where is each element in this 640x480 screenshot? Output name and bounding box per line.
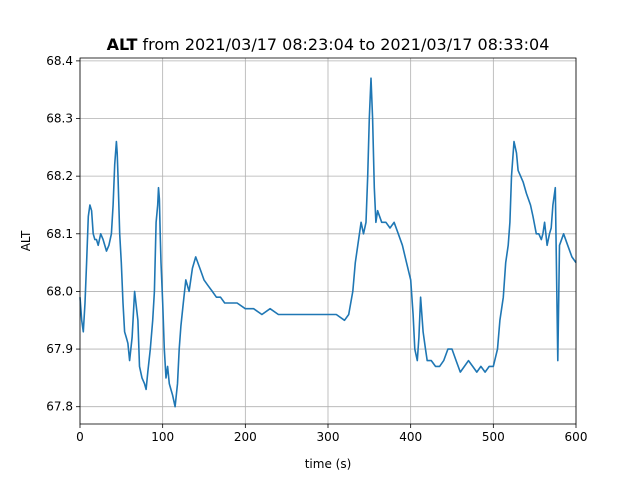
y-tick-label: 67.9 xyxy=(46,342,73,356)
tick-layer: 0 100 200 300 400 500 600 67.8 67.9 68.0 68.1 68.2 6… xyxy=(46,54,587,444)
y-axis-label: ALT xyxy=(19,230,33,251)
x-axis-label: time (s) xyxy=(305,457,352,471)
y-tick-label: 68.1 xyxy=(46,227,73,241)
y-tick-label: 68.0 xyxy=(46,284,73,298)
y-tick-label: 68.4 xyxy=(46,54,73,68)
x-tick-label: 300 xyxy=(317,430,340,444)
x-tick-label: 400 xyxy=(399,430,422,444)
chart-title-rest: from 2021/03/17 08:23:04 to 2021/03/17 0… xyxy=(137,35,549,54)
chart-title: ALT from 2021/03/17 08:23:04 to 2021/03/… xyxy=(107,35,550,54)
chart-title-bold: ALT xyxy=(107,35,138,54)
x-tick-label: 0 xyxy=(76,430,84,444)
series-layer xyxy=(79,77,577,408)
alt-series-line xyxy=(79,77,577,408)
grid-layer xyxy=(79,58,577,424)
y-tick-label: 67.8 xyxy=(46,400,73,414)
x-tick-label: 500 xyxy=(482,430,505,444)
x-tick-label: 100 xyxy=(151,430,174,444)
y-tick-label: 68.3 xyxy=(46,112,73,126)
y-tick-label: 68.2 xyxy=(46,169,73,183)
x-tick-label: 600 xyxy=(565,430,588,444)
x-tick-label: 200 xyxy=(234,430,257,444)
